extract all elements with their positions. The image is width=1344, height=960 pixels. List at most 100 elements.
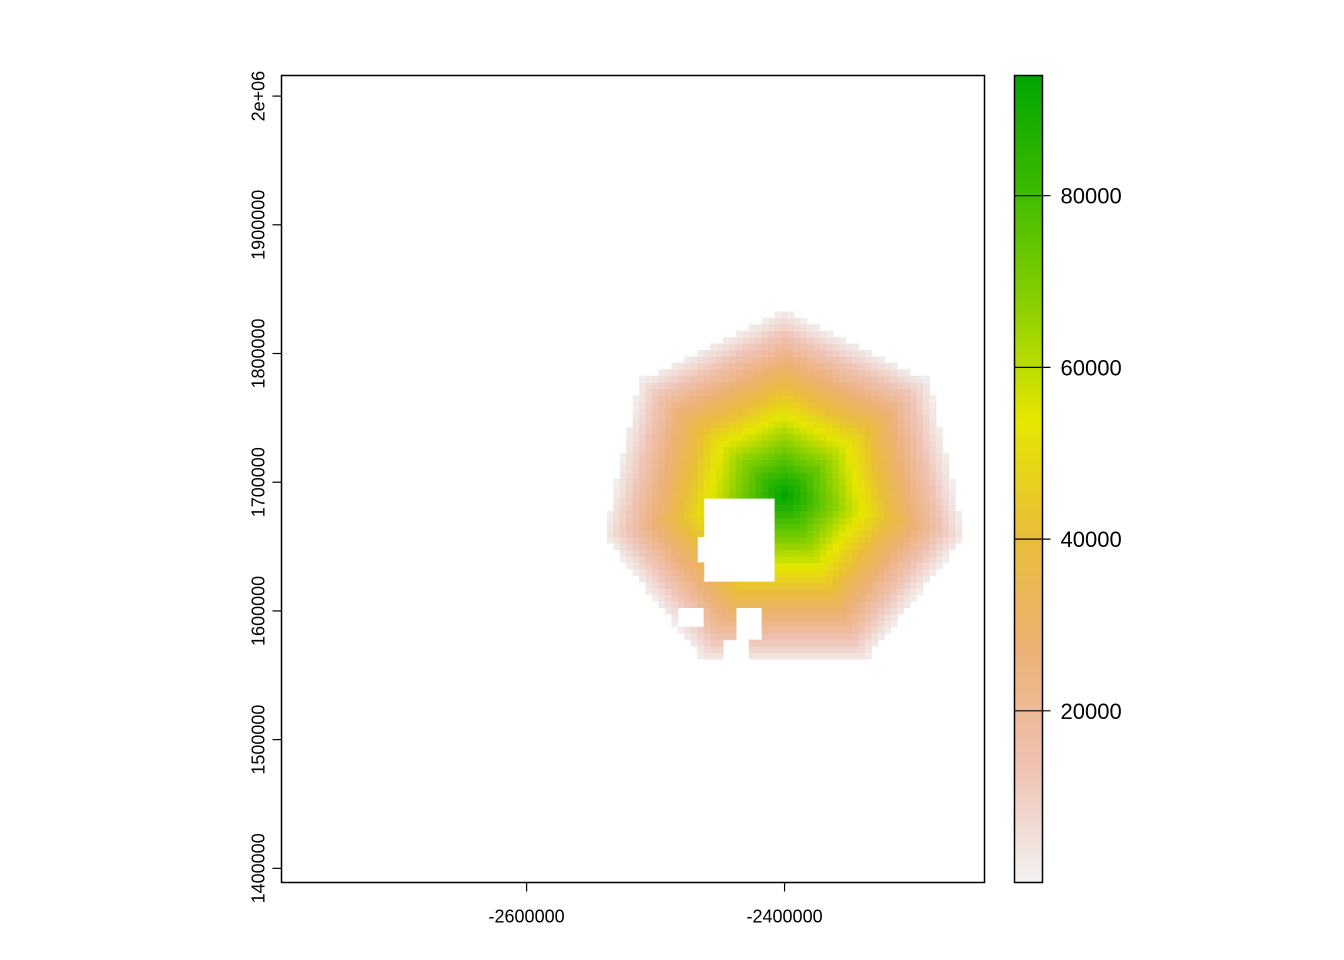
raster-cell (819, 382, 827, 390)
raster-cell (922, 388, 930, 396)
raster-cell (864, 420, 872, 428)
raster-cell (916, 510, 924, 518)
raster-cell (677, 498, 685, 506)
raster-cell (793, 498, 801, 506)
x-axis: -2600000 -2400000 (489, 882, 823, 927)
raster-cell (626, 452, 634, 460)
raster-cell (800, 465, 808, 473)
raster-cell (800, 600, 808, 609)
raster-cell (742, 343, 750, 351)
raster-cell (742, 349, 750, 358)
raster-cell (948, 543, 956, 551)
raster-cell (645, 382, 653, 390)
raster-cell (929, 517, 937, 525)
raster-cell (916, 523, 924, 531)
raster-cell (768, 581, 776, 589)
raster-cell (916, 407, 924, 415)
raster-cell (793, 337, 801, 345)
raster-cell (742, 382, 750, 390)
raster-cell (851, 472, 860, 480)
raster-cell (910, 581, 918, 589)
raster-cell (845, 639, 853, 647)
raster-cell (671, 401, 679, 409)
raster-cell (645, 459, 653, 467)
raster-cell (664, 485, 672, 493)
raster-cell (871, 395, 879, 403)
raster-cell (710, 440, 718, 448)
raster-cell (877, 459, 885, 467)
raster-cell (677, 427, 685, 435)
raster-cell (864, 568, 872, 576)
raster-cell (819, 549, 827, 557)
raster-cell (710, 452, 718, 460)
raster-cell (671, 594, 679, 602)
raster-cell (800, 395, 808, 403)
raster-cell (839, 349, 847, 358)
raster-cell (710, 395, 718, 403)
raster-cell (942, 452, 950, 460)
raster-cell (781, 555, 789, 563)
raster-cell (639, 433, 647, 441)
raster-cell (800, 330, 808, 338)
raster-cell (652, 382, 660, 390)
raster-cell (884, 607, 892, 615)
raster-cell (787, 485, 795, 493)
raster-cell (697, 465, 705, 473)
raster-cell (845, 343, 853, 351)
raster-cell (948, 504, 956, 512)
raster-cell (632, 498, 640, 506)
raster-cell (697, 401, 705, 409)
raster-cell (722, 349, 731, 358)
raster-cell (916, 562, 924, 570)
raster-cell (664, 472, 672, 480)
raster-cell (903, 420, 911, 428)
raster-cell (613, 510, 621, 518)
raster-cell (800, 626, 808, 634)
raster-cell (787, 517, 795, 525)
raster-cell (748, 581, 756, 589)
raster-cell (793, 478, 801, 486)
raster-cell (935, 498, 943, 506)
raster-cell (884, 510, 892, 518)
raster-cell (729, 620, 737, 628)
raster-cell (839, 485, 847, 493)
raster-cell (677, 510, 685, 518)
raster-cell (658, 433, 666, 441)
raster-cell (800, 317, 808, 325)
raster-cell (903, 498, 911, 506)
raster-cell (768, 446, 776, 454)
raster-cell (832, 337, 840, 345)
raster-cell (826, 395, 834, 403)
raster-cell (768, 452, 776, 460)
raster-cell (787, 375, 795, 383)
raster-cell (871, 536, 879, 544)
raster-cell (639, 555, 647, 563)
raster-cell (774, 401, 782, 409)
raster-cell (839, 620, 847, 628)
raster-cell (929, 433, 937, 441)
raster-cell (903, 504, 911, 512)
raster-cell (703, 594, 711, 602)
raster-cell (787, 311, 795, 319)
raster-cell (703, 465, 711, 473)
raster-cell (755, 485, 763, 493)
raster-cell (684, 510, 692, 518)
raster-cell (897, 414, 905, 422)
raster-cell (690, 562, 698, 570)
raster-cell (781, 395, 789, 403)
raster-cell (890, 523, 898, 531)
raster-cell (813, 575, 821, 583)
raster-cell (606, 536, 614, 544)
raster-cell (761, 459, 769, 467)
raster-cell (877, 581, 885, 589)
raster-cell (858, 401, 866, 409)
raster-cell (652, 375, 660, 383)
raster-cell (619, 543, 627, 551)
raster-cell (903, 517, 911, 525)
raster-cell (684, 382, 692, 390)
raster-cell (774, 446, 782, 454)
raster-cell (639, 407, 647, 415)
raster-cell (671, 433, 679, 441)
raster-cell (722, 356, 731, 364)
raster-cell (839, 626, 847, 634)
